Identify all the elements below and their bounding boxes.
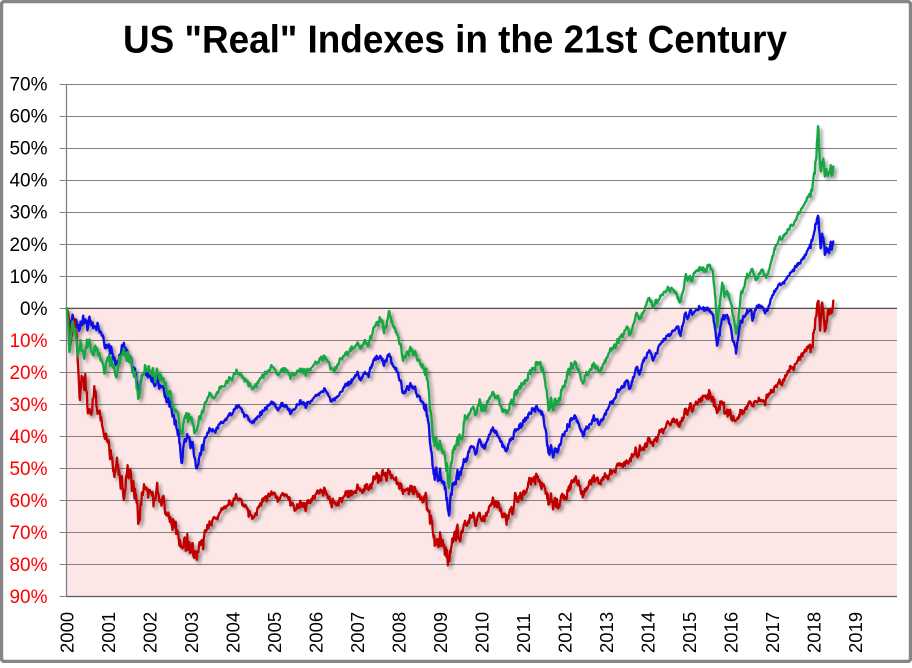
svg-text:50%: 50% [9, 139, 47, 160]
svg-text:2000: 2000 [56, 612, 77, 653]
svg-text:2001: 2001 [98, 612, 119, 653]
svg-text:60%: 60% [9, 491, 47, 512]
svg-text:2009: 2009 [430, 612, 451, 653]
svg-text:2007: 2007 [347, 612, 368, 653]
svg-text:70%: 70% [9, 523, 47, 544]
svg-text:2019: 2019 [845, 612, 866, 653]
svg-text:2014: 2014 [637, 612, 658, 653]
svg-text:40%: 40% [9, 427, 47, 448]
svg-text:2003: 2003 [181, 612, 202, 653]
svg-text:2006: 2006 [305, 612, 326, 653]
svg-text:60%: 60% [9, 107, 47, 128]
svg-text:10%: 10% [9, 267, 47, 288]
svg-text:2010: 2010 [471, 612, 492, 653]
svg-text:10%: 10% [9, 331, 47, 352]
svg-text:20%: 20% [9, 363, 47, 384]
svg-text:20%: 20% [9, 235, 47, 256]
svg-text:2018: 2018 [803, 612, 824, 653]
svg-text:2008: 2008 [388, 612, 409, 653]
svg-text:2016: 2016 [720, 612, 741, 653]
svg-text:90%: 90% [9, 587, 47, 608]
svg-text:30%: 30% [9, 395, 47, 416]
svg-text:2013: 2013 [596, 612, 617, 653]
svg-text:2011: 2011 [513, 613, 534, 653]
svg-text:US "Real" Indexes in the 21st: US "Real" Indexes in the 21st Century [123, 19, 787, 62]
svg-text:2017: 2017 [762, 612, 783, 653]
svg-text:50%: 50% [9, 459, 47, 480]
svg-text:40%: 40% [9, 171, 47, 192]
svg-text:2012: 2012 [554, 612, 575, 653]
svg-text:2005: 2005 [264, 612, 285, 653]
svg-text:0%: 0% [20, 299, 48, 320]
svg-text:80%: 80% [9, 555, 47, 576]
svg-text:2004: 2004 [222, 612, 243, 653]
svg-text:30%: 30% [9, 203, 47, 224]
svg-text:2015: 2015 [679, 612, 700, 653]
svg-text:70%: 70% [9, 75, 47, 96]
svg-text:2002: 2002 [139, 612, 160, 653]
